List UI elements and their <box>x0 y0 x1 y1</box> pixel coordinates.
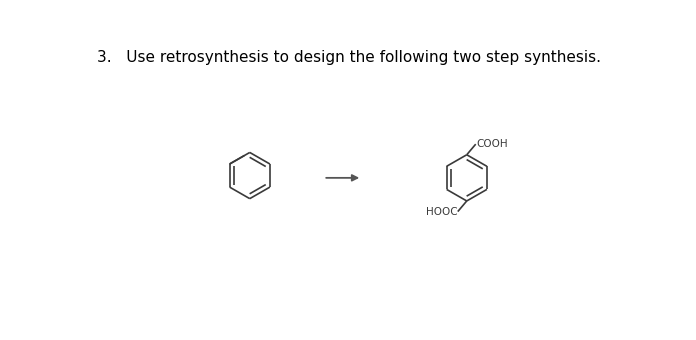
Text: COOH: COOH <box>476 139 507 149</box>
FancyArrowPatch shape <box>326 175 357 181</box>
Text: 3.   Use retrosynthesis to design the following two step synthesis.: 3. Use retrosynthesis to design the foll… <box>97 50 601 65</box>
Text: HOOC: HOOC <box>426 207 457 217</box>
